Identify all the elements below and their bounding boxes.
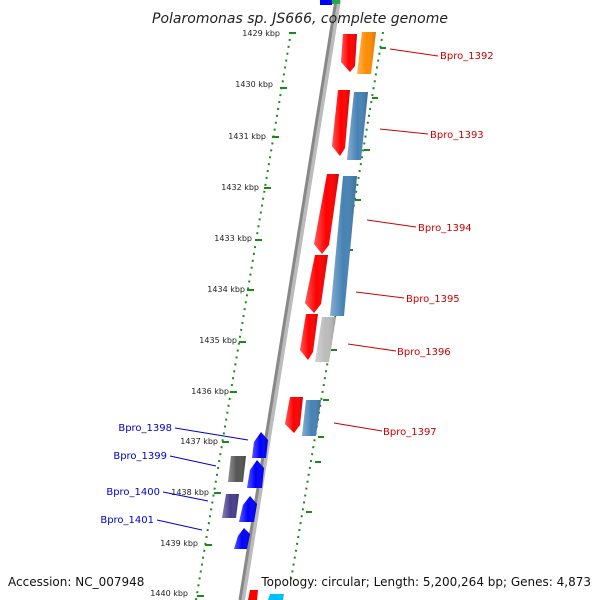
gene-label-bpro-1397[interactable]: Bpro_1397 bbox=[383, 427, 437, 438]
gene-label-bpro-1394[interactable]: Bpro_1394 bbox=[418, 223, 472, 234]
kbp-ticks: 1429 kbp 1430 kbp 1431 kbp 1432 kbp 1433… bbox=[150, 29, 296, 598]
gene-label-bpro-1392[interactable]: Bpro_1392 bbox=[440, 51, 494, 62]
tick-label: 1431 kbp bbox=[228, 132, 266, 141]
gene-bpro-1398[interactable] bbox=[252, 432, 268, 458]
page-title: Polaromonas sp. JS666, complete genome bbox=[152, 11, 448, 27]
backbone-shadow bbox=[239, 0, 341, 600]
tick-label: 1437 kbp bbox=[180, 437, 218, 446]
backbone bbox=[238, 0, 338, 600]
gene-partial-blue[interactable] bbox=[320, 0, 332, 5]
left-tick-track bbox=[195, 31, 292, 600]
gene-label-bpro-1393[interactable]: Bpro_1393 bbox=[430, 130, 484, 141]
tick-label: 1432 kbp bbox=[221, 183, 259, 192]
gene-bpro-1397[interactable] bbox=[285, 397, 321, 436]
right-tick-track bbox=[290, 31, 384, 581]
gene-label-bpro-1400[interactable]: Bpro_1400 bbox=[106, 487, 160, 498]
gene-partial-cyan[interactable] bbox=[268, 594, 284, 600]
tick-label: 1434 kbp bbox=[207, 285, 245, 294]
gene-label-bpro-1398[interactable]: Bpro_1398 bbox=[118, 423, 172, 434]
gene-bpro-1395[interactable] bbox=[305, 255, 328, 313]
gene-label-bpro-1401[interactable]: Bpro_1401 bbox=[100, 515, 154, 526]
accession-text: Accession: NC_007948 bbox=[8, 575, 144, 589]
gene-bpro-1399[interactable] bbox=[228, 456, 264, 488]
tick-label: 1438 kbp bbox=[171, 488, 209, 497]
tick-label: 1429 kbp bbox=[242, 29, 280, 38]
tick-label: 1430 kbp bbox=[235, 80, 273, 89]
gene-label-bpro-1395[interactable]: Bpro_1395 bbox=[406, 294, 460, 305]
genome-summary-text: Topology: circular; Length: 5,200,264 bp… bbox=[260, 575, 591, 589]
tick-label: 1436 kbp bbox=[191, 387, 229, 396]
tick-label: 1439 kbp bbox=[160, 539, 198, 548]
gene-bpro-1392[interactable] bbox=[341, 32, 376, 74]
tick-label: 1433 kbp bbox=[214, 234, 252, 243]
tick-label: 1440 kbp bbox=[150, 589, 188, 598]
tick-label: 1435 kbp bbox=[199, 336, 237, 345]
gene-partial-red[interactable] bbox=[248, 590, 258, 600]
gene-bpro-1400[interactable] bbox=[222, 494, 257, 522]
left-leaders bbox=[156, 427, 249, 531]
gene-bpro-1396[interactable] bbox=[300, 314, 336, 362]
gene-label-bpro-1399[interactable]: Bpro_1399 bbox=[113, 451, 167, 462]
gene-partial-green[interactable] bbox=[332, 0, 340, 4]
gene-bpro-1401[interactable] bbox=[234, 528, 250, 549]
gene-label-bpro-1396[interactable]: Bpro_1396 bbox=[397, 347, 451, 358]
gene-bpro-1394[interactable] bbox=[314, 174, 357, 316]
right-leaders bbox=[333, 48, 439, 432]
gene-bpro-1393[interactable] bbox=[332, 90, 368, 160]
